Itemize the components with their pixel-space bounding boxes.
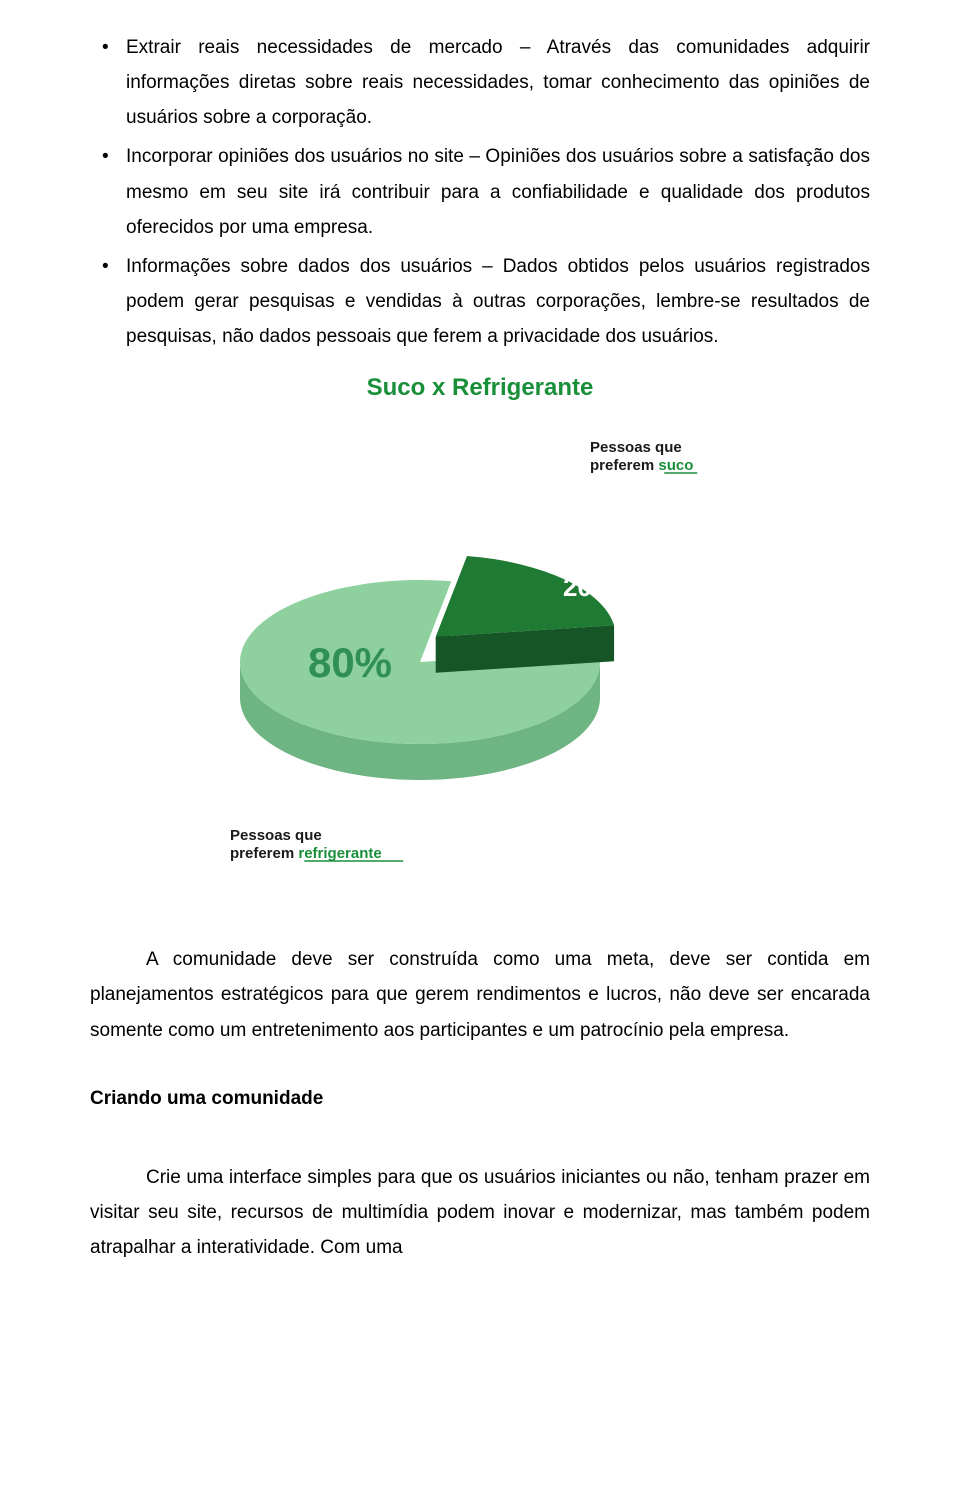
chart-annotation-line: preferem refrigerante bbox=[230, 845, 382, 862]
section-heading: Criando uma comunidade bbox=[90, 1088, 870, 1110]
list-item: Informações sobre dados dos usuários – D… bbox=[90, 249, 870, 354]
chart-annotation-line: preferem suco bbox=[590, 457, 693, 474]
chart-label: Pessoas que bbox=[590, 439, 682, 456]
chart-title: Suco x Refrigerante bbox=[160, 374, 800, 402]
bullet-text: Extrair reais necessidades de mercado – … bbox=[126, 37, 870, 128]
paragraph: Crie uma interface simples para que os u… bbox=[90, 1160, 870, 1265]
chart-annotation: Pessoas quepreferem suco bbox=[590, 439, 697, 474]
bullet-text: Informações sobre dados dos usuários – D… bbox=[126, 256, 870, 347]
list-item: Extrair reais necessidades de mercado – … bbox=[90, 30, 870, 135]
bullet-text: Incorporar opiniões dos usuários no site… bbox=[126, 146, 870, 237]
chart-label: Pessoas que bbox=[230, 827, 322, 844]
chart-label: 20% bbox=[563, 572, 615, 602]
chart-label: 80% bbox=[308, 639, 392, 686]
chart-annotation: Pessoas quepreferem refrigerante bbox=[230, 827, 403, 862]
bullet-list: Extrair reais necessidades de mercado – … bbox=[90, 30, 870, 354]
pie-chart-svg: 20%80%Pessoas quepreferem sucoPessoas qu… bbox=[160, 412, 800, 882]
paragraph: A comunidade deve ser construída como um… bbox=[90, 942, 870, 1047]
document-page: Extrair reais necessidades de mercado – … bbox=[0, 0, 960, 1511]
pie-chart-container: Suco x Refrigerante 20%80%Pessoas quepre… bbox=[160, 374, 800, 882]
list-item: Incorporar opiniões dos usuários no site… bbox=[90, 139, 870, 244]
